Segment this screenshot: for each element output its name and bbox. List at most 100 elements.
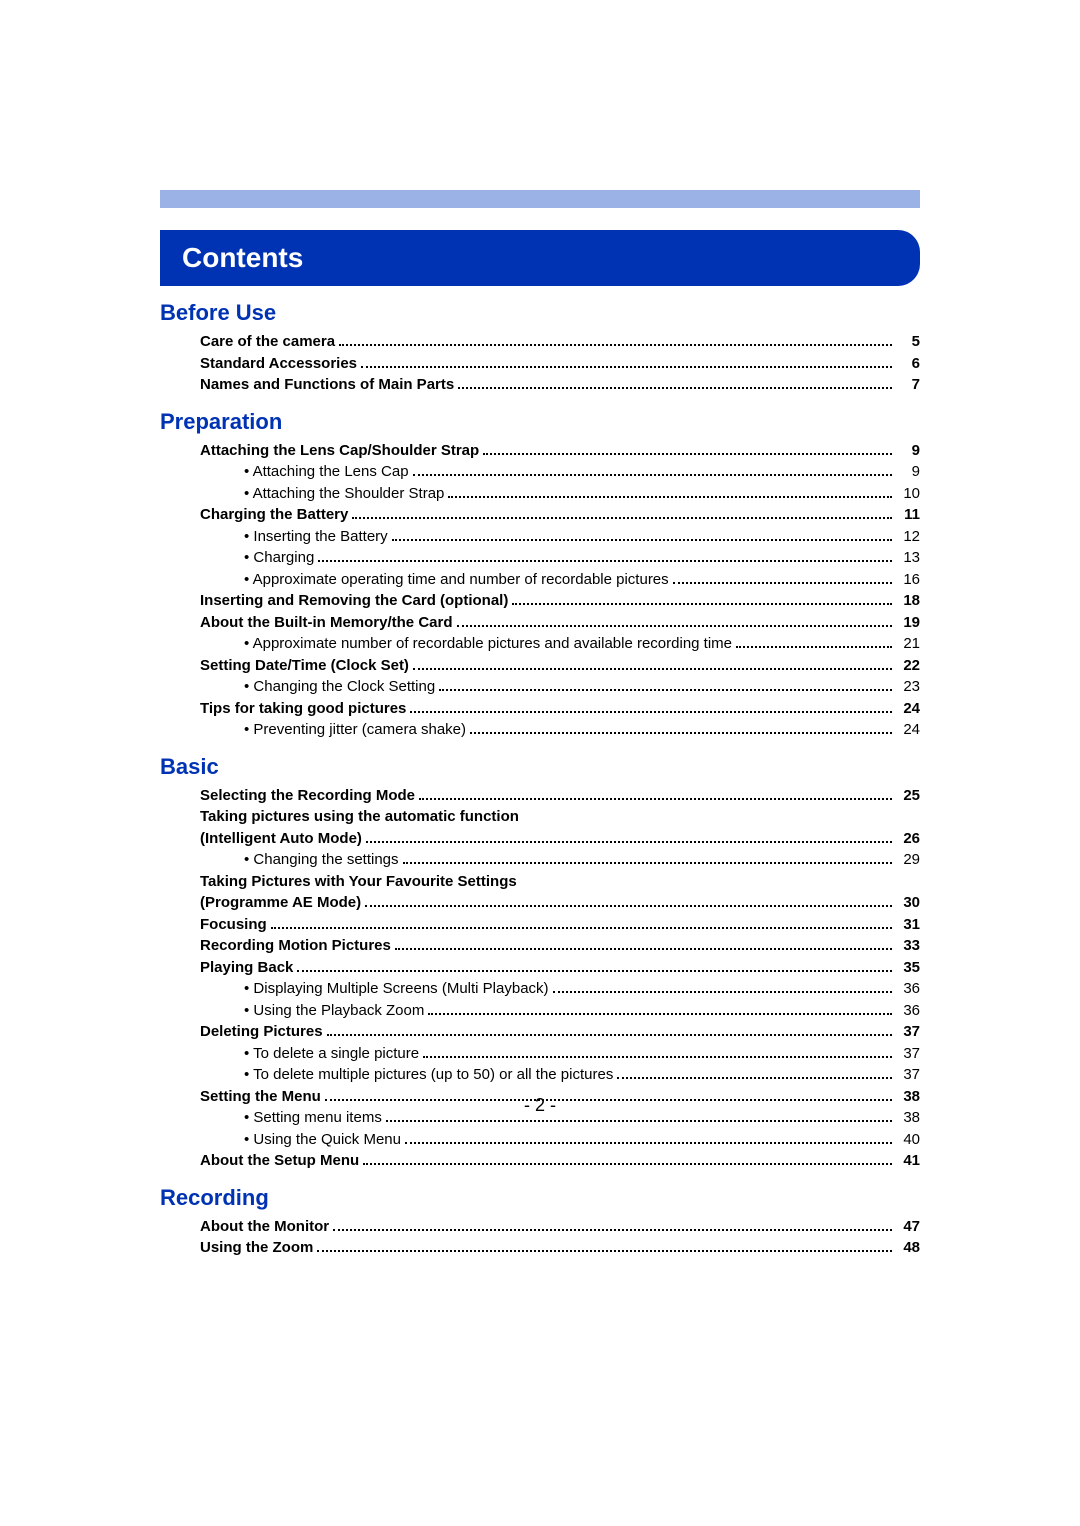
toc-row: • Approximate operating time and number … bbox=[244, 570, 920, 590]
toc-row: Taking Pictures with Your Favourite Sett… bbox=[200, 872, 920, 892]
toc-page-number: 9 bbox=[896, 441, 920, 461]
toc-label: • Preventing jitter (camera shake) bbox=[244, 720, 466, 740]
toc-row: Playing Back35 bbox=[200, 958, 920, 978]
toc-leader-dots bbox=[419, 798, 892, 800]
toc-leader-dots bbox=[333, 1229, 892, 1231]
toc-page-number: 19 bbox=[896, 613, 920, 633]
toc-row: • Changing the Clock Setting23 bbox=[244, 677, 920, 697]
toc-leader-dots bbox=[458, 387, 892, 389]
toc-leader-dots bbox=[457, 625, 893, 627]
toc-label: • Approximate operating time and number … bbox=[244, 570, 669, 590]
toc-row: Using the Zoom48 bbox=[200, 1238, 920, 1258]
contents-heading-bar: Contents bbox=[160, 230, 920, 286]
toc-row: Inserting and Removing the Card (optiona… bbox=[200, 591, 920, 611]
toc-leader-dots bbox=[448, 496, 892, 498]
toc-page-number: 37 bbox=[896, 1044, 920, 1064]
toc-label: Playing Back bbox=[200, 958, 293, 978]
toc-row: (Programme AE Mode)30 bbox=[200, 893, 920, 913]
toc-row: Standard Accessories6 bbox=[200, 354, 920, 374]
toc-page-number: 21 bbox=[896, 634, 920, 654]
toc-row: • Preventing jitter (camera shake)24 bbox=[244, 720, 920, 740]
toc-label: Taking pictures using the automatic func… bbox=[200, 807, 519, 827]
toc-page-number: 40 bbox=[896, 1130, 920, 1150]
toc-page-number: 36 bbox=[896, 979, 920, 999]
toc-page-number: 11 bbox=[896, 505, 920, 525]
page: Contents Before UseCare of the camera5St… bbox=[0, 0, 1080, 1526]
toc-row: • Attaching the Lens Cap9 bbox=[244, 462, 920, 482]
toc-row: • Approximate number of recordable pictu… bbox=[244, 634, 920, 654]
toc-section: Attaching the Lens Cap/Shoulder Strap9• … bbox=[200, 441, 920, 740]
toc-page-number: 41 bbox=[896, 1151, 920, 1171]
toc-leader-dots bbox=[395, 948, 892, 950]
toc-page-number: 5 bbox=[896, 332, 920, 352]
toc-leader-dots bbox=[736, 646, 892, 648]
toc-page-number: 18 bbox=[896, 591, 920, 611]
toc-page-number: 29 bbox=[896, 850, 920, 870]
toc-page-number: 22 bbox=[896, 656, 920, 676]
page-number: - 2 - bbox=[0, 1095, 1080, 1116]
toc-row: Charging the Battery 11 bbox=[200, 505, 920, 525]
toc-label: Focusing bbox=[200, 915, 267, 935]
toc-leader-dots bbox=[339, 344, 892, 346]
toc-leader-dots bbox=[483, 453, 892, 455]
toc-page-number: 47 bbox=[896, 1217, 920, 1237]
toc-label: • To delete multiple pictures (up to 50)… bbox=[244, 1065, 613, 1085]
toc-row: • Charging 13 bbox=[244, 548, 920, 568]
toc-page-number: 7 bbox=[896, 375, 920, 395]
toc-page-number: 26 bbox=[896, 829, 920, 849]
toc-leader-dots bbox=[403, 862, 892, 864]
section-title: Recording bbox=[160, 1185, 920, 1211]
section-title: Basic bbox=[160, 754, 920, 780]
toc-label: • To delete a single picture bbox=[244, 1044, 419, 1064]
toc-label: • Displaying Multiple Screens (Multi Pla… bbox=[244, 979, 549, 999]
toc-label: • Charging bbox=[244, 548, 314, 568]
toc-label: • Inserting the Battery bbox=[244, 527, 388, 547]
toc-leader-dots bbox=[352, 517, 892, 519]
toc-leader-dots bbox=[317, 1250, 892, 1252]
toc-label: (Programme AE Mode) bbox=[200, 893, 361, 913]
toc-row: • Using the Quick Menu40 bbox=[244, 1130, 920, 1150]
toc-row: Names and Functions of Main Parts7 bbox=[200, 375, 920, 395]
toc-leader-dots bbox=[327, 1034, 892, 1036]
toc-page-number: 48 bbox=[896, 1238, 920, 1258]
toc-section: About the Monitor 47Using the Zoom48 bbox=[200, 1217, 920, 1258]
toc-page-number: 25 bbox=[896, 786, 920, 806]
toc-row: Attaching the Lens Cap/Shoulder Strap 9 bbox=[200, 441, 920, 461]
toc-leader-dots bbox=[617, 1077, 892, 1079]
toc-row: • Using the Playback Zoom36 bbox=[244, 1001, 920, 1021]
toc-leader-dots bbox=[392, 539, 892, 541]
toc-leader-dots bbox=[428, 1013, 892, 1015]
toc-page-number: 12 bbox=[896, 527, 920, 547]
toc-label: Charging the Battery bbox=[200, 505, 348, 525]
toc-page-number: 13 bbox=[896, 548, 920, 568]
toc-label: • Changing the Clock Setting bbox=[244, 677, 435, 697]
toc-leader-dots bbox=[673, 582, 892, 584]
toc-label: Attaching the Lens Cap/Shoulder Strap bbox=[200, 441, 479, 461]
toc-label: (Intelligent Auto Mode) bbox=[200, 829, 362, 849]
toc-row: Care of the camera5 bbox=[200, 332, 920, 352]
toc-label: Inserting and Removing the Card (optiona… bbox=[200, 591, 508, 611]
toc-page-number: 24 bbox=[896, 699, 920, 719]
toc-label: Deleting Pictures bbox=[200, 1022, 323, 1042]
toc-row: • Displaying Multiple Screens (Multi Pla… bbox=[244, 979, 920, 999]
toc-leader-dots bbox=[386, 1120, 892, 1122]
toc-leader-dots bbox=[318, 560, 892, 562]
toc-label: Tips for taking good pictures bbox=[200, 699, 406, 719]
toc-leader-dots bbox=[413, 474, 892, 476]
toc-leader-dots bbox=[297, 970, 892, 972]
toc-label: • Attaching the Lens Cap bbox=[244, 462, 409, 482]
toc-row: • To delete a single picture 37 bbox=[244, 1044, 920, 1064]
toc-label: About the Built-in Memory/the Card bbox=[200, 613, 453, 633]
toc-label: Standard Accessories bbox=[200, 354, 357, 374]
top-accent-band bbox=[160, 190, 920, 208]
toc-row: Focusing31 bbox=[200, 915, 920, 935]
toc-leader-dots bbox=[365, 905, 892, 907]
toc-label: • Approximate number of recordable pictu… bbox=[244, 634, 732, 654]
toc-label: • Changing the settings bbox=[244, 850, 399, 870]
toc-row: Selecting the Recording Mode25 bbox=[200, 786, 920, 806]
toc-leader-dots bbox=[361, 366, 892, 368]
toc-row: Recording Motion Pictures33 bbox=[200, 936, 920, 956]
toc-label: About the Monitor bbox=[200, 1217, 329, 1237]
toc-label: About the Setup Menu bbox=[200, 1151, 359, 1171]
toc-page-number: 10 bbox=[896, 484, 920, 504]
